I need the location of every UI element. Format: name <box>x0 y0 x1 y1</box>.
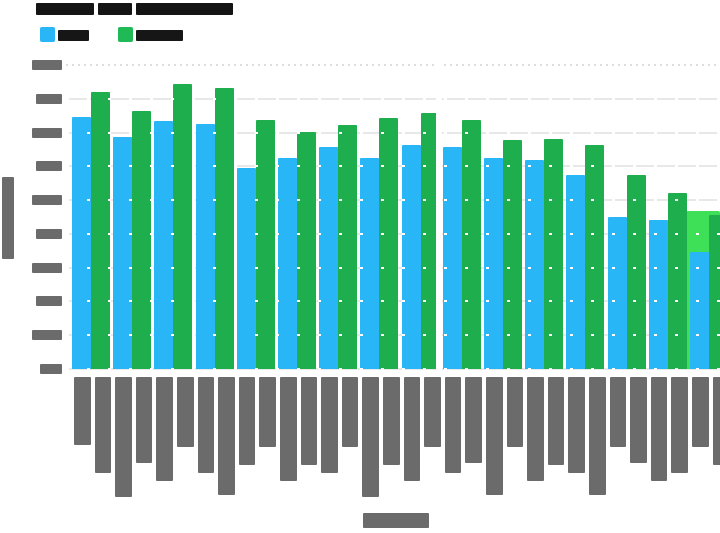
bar-green[interactable] <box>667 193 687 370</box>
bar-blue[interactable] <box>72 117 91 370</box>
title-text-block <box>98 3 132 15</box>
x-tick-label-block <box>486 377 503 495</box>
x-tick-label-block <box>259 377 276 447</box>
bar-green[interactable] <box>626 175 646 370</box>
x-tick-label-block <box>197 377 215 473</box>
bar-blue[interactable] <box>319 147 339 370</box>
bar-green[interactable] <box>709 215 720 370</box>
y-tick-label-block <box>32 60 62 70</box>
x-tick-label-block <box>156 377 173 481</box>
legend-label-block <box>58 30 89 41</box>
x-tick-label-block <box>527 377 544 481</box>
x-tick-label-block <box>115 377 132 497</box>
gridline-dash-over-bars <box>66 199 720 202</box>
gridline-dash-over-bars <box>66 266 720 269</box>
x-tick-label-block <box>362 377 379 497</box>
x-tick-label-block <box>280 377 297 481</box>
x-tick-label-block <box>506 377 524 447</box>
x-axis-title-block <box>363 513 429 528</box>
bar-green[interactable] <box>379 118 399 370</box>
bar-green[interactable] <box>338 125 358 370</box>
bar-blue[interactable] <box>484 158 503 370</box>
x-tick-label-block <box>671 377 688 473</box>
bar-blue[interactable] <box>690 252 709 370</box>
bar-blue[interactable] <box>607 217 627 370</box>
title-text-block <box>36 3 94 15</box>
legend-item-green[interactable] <box>116 26 185 44</box>
bar-blue[interactable] <box>195 124 215 370</box>
bar-blue[interactable] <box>401 145 421 370</box>
bar-green[interactable] <box>503 140 522 370</box>
gridline-dash-over-bars <box>66 97 720 100</box>
bar-blue[interactable] <box>278 158 297 370</box>
gridline-dash-over-bars <box>66 165 720 168</box>
bar-green[interactable] <box>173 84 193 370</box>
legend-item-blue[interactable] <box>38 26 91 44</box>
bar-blue[interactable] <box>113 137 133 370</box>
x-tick-label-block <box>177 377 194 447</box>
y-tick-label-block <box>36 93 62 104</box>
legend-swatch-blue <box>40 27 55 42</box>
x-tick-label-block <box>94 377 112 473</box>
bar-green[interactable] <box>91 92 110 370</box>
x-tick-label-block <box>465 377 482 463</box>
bar-green[interactable] <box>132 111 152 370</box>
legend-label-block <box>136 30 183 41</box>
x-tick-label-block <box>135 377 153 463</box>
x-tick-label-block <box>630 377 647 463</box>
y-tick-label-block <box>40 364 62 375</box>
gridline-dash-over-bars <box>66 334 720 337</box>
y-tick-label-block <box>32 195 62 206</box>
x-tick-label-block <box>424 377 441 447</box>
x-tick-label-block <box>609 377 627 447</box>
x-tick-label-block <box>300 377 318 465</box>
bar-blue[interactable] <box>236 168 256 370</box>
bar-blue[interactable] <box>648 220 668 370</box>
bar-blue[interactable] <box>442 147 462 370</box>
legend-swatch-green <box>118 27 133 42</box>
legend <box>0 26 300 44</box>
gridline-dash-over-bars <box>66 131 720 134</box>
x-tick-label-block <box>547 377 565 465</box>
x-tick-label-block <box>650 377 668 481</box>
gridline-dash-over-bars <box>66 300 720 303</box>
y-tick-label-block <box>32 330 62 341</box>
bar-blue[interactable] <box>360 158 380 370</box>
gridline-dash-over-bars <box>66 368 720 371</box>
x-tick-label-block <box>383 377 400 465</box>
x-tick-label-block <box>692 377 709 447</box>
bar-green[interactable] <box>420 113 440 370</box>
x-tick-label-block <box>444 377 462 473</box>
gridline-top-dashed <box>66 64 720 66</box>
x-tick-label-block <box>589 377 606 495</box>
bar-green[interactable] <box>585 145 605 370</box>
x-tick-label-block <box>712 377 720 465</box>
bar-green[interactable] <box>297 132 316 370</box>
bar-green[interactable] <box>214 88 234 370</box>
y-tick-label-block <box>36 296 62 307</box>
bar-green[interactable] <box>461 120 481 370</box>
x-tick-label-block <box>74 377 91 445</box>
y-tick-label-block <box>36 228 62 239</box>
bar-blue[interactable] <box>154 121 174 370</box>
gridline-dash-over-bars <box>66 232 720 235</box>
x-tick-label-block <box>238 377 256 465</box>
x-tick-label-block <box>321 377 338 473</box>
title-text-block <box>136 3 233 15</box>
bar-green[interactable] <box>544 139 564 370</box>
x-tick-label-block <box>218 377 235 495</box>
x-tick-label-block <box>403 377 421 481</box>
bar-blue[interactable] <box>566 175 586 370</box>
x-tick-label-block <box>568 377 585 473</box>
x-tick-label-block <box>341 377 359 447</box>
y-axis-title-block <box>2 177 14 259</box>
y-tick-label-block <box>36 161 62 172</box>
bar-green[interactable] <box>255 120 275 370</box>
chart-title <box>0 0 400 18</box>
vertical-marker-stripe <box>435 58 442 372</box>
y-tick-label-block <box>32 127 62 138</box>
bar-blue[interactable] <box>525 160 545 370</box>
y-tick-label-block <box>32 262 62 273</box>
